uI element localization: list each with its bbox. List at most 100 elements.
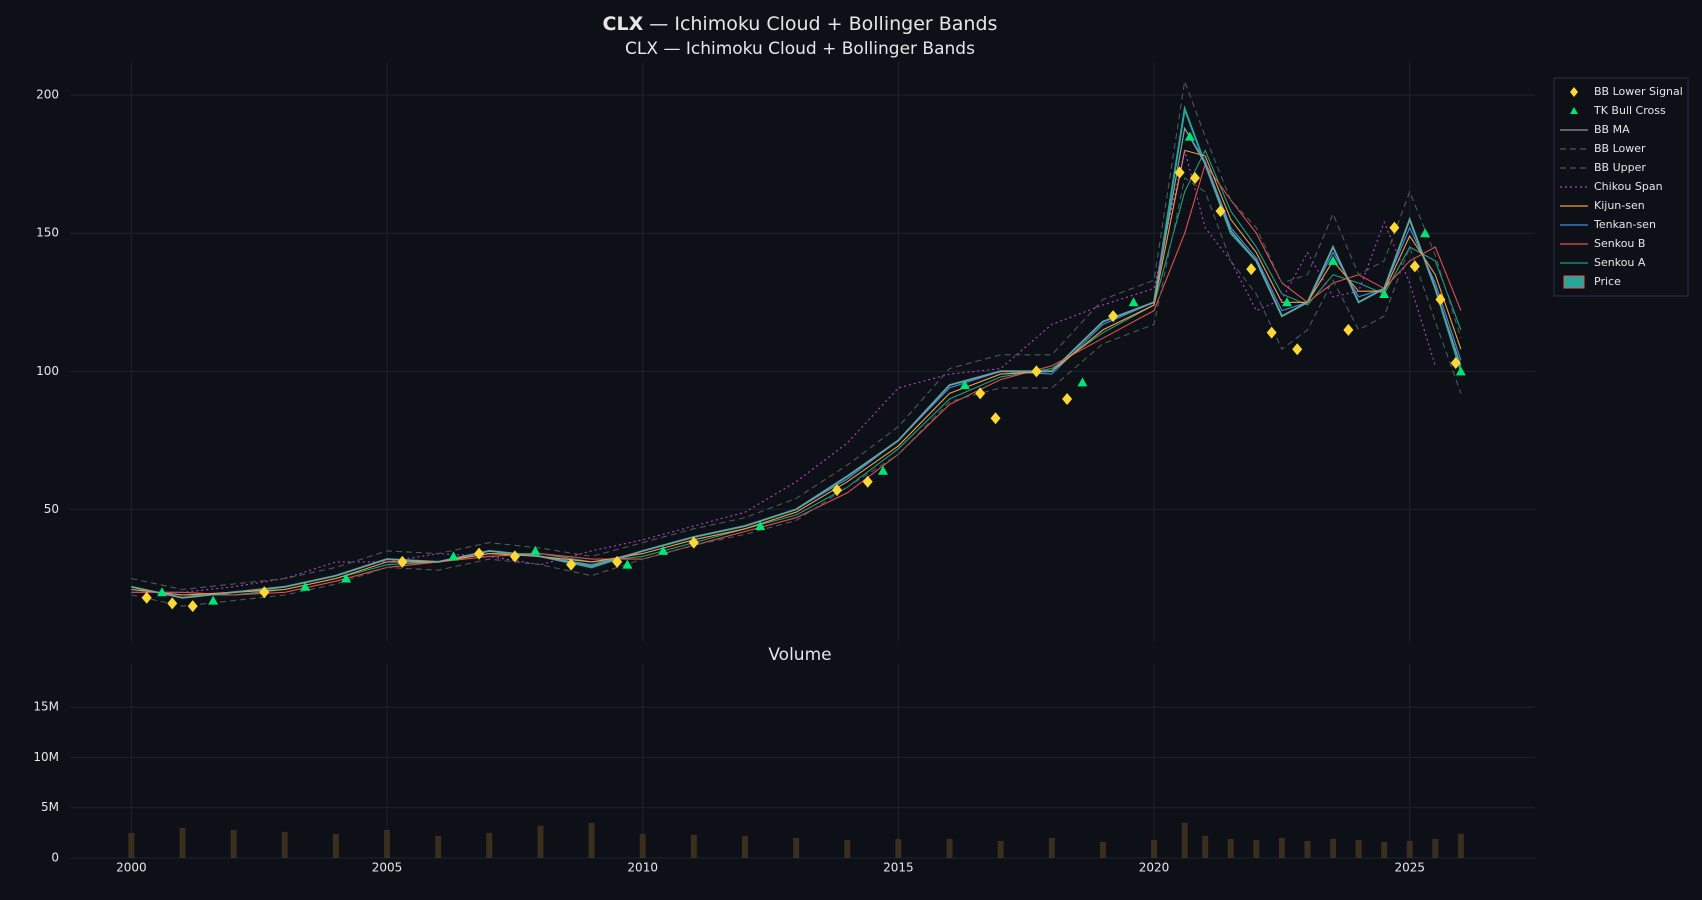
x-tick-label: 2015	[883, 861, 914, 875]
legend-symbol	[1563, 275, 1585, 289]
signal-triangle	[1455, 366, 1466, 376]
y-tick-label: 50	[44, 502, 59, 516]
x-tick-label: 2020	[1139, 861, 1170, 875]
legend-label: Tenkan-sen	[1593, 218, 1656, 231]
volume-bar	[1278, 837, 1285, 858]
signal-diamond	[1389, 221, 1400, 234]
signal-diamond	[1062, 392, 1073, 405]
legend: BB Lower Signal TK Bull Cross BB MA BB Lowe…	[1553, 77, 1689, 297]
legend-label: Chikou Span	[1594, 180, 1663, 193]
legend-label: Price	[1594, 275, 1621, 288]
signal-diamond	[1031, 365, 1042, 378]
signal-triangle	[959, 380, 970, 390]
y-tick-label: 0	[51, 851, 59, 865]
volume-bar	[384, 829, 391, 858]
volume-bar	[1227, 838, 1234, 858]
signal-diamond	[566, 558, 577, 571]
signal-diamond	[187, 600, 198, 613]
signal-diamond	[1435, 293, 1446, 306]
y-tick-label: 10M	[33, 750, 59, 764]
volume-bar	[639, 833, 646, 858]
signal-triangle	[341, 573, 352, 583]
series-line	[131, 150, 1436, 593]
signal-diamond	[141, 591, 152, 604]
volume-bar	[128, 832, 135, 858]
volume-bar	[844, 839, 851, 858]
signal-diamond	[1266, 326, 1277, 339]
volume-bar	[435, 835, 442, 858]
x-tick-label: 2025	[1394, 861, 1425, 875]
y-tick-label: 5M	[41, 800, 59, 814]
signal-triangle	[157, 587, 168, 597]
signal-diamond	[167, 597, 178, 610]
signal-diamond	[990, 412, 1001, 425]
signal-diamond	[509, 550, 520, 563]
legend-label: TK Bull Cross	[1593, 104, 1666, 117]
signal-diamond	[1292, 343, 1303, 356]
signal-diamond	[1409, 260, 1420, 273]
volume-bar	[946, 838, 953, 858]
signal-triangle	[1420, 228, 1431, 238]
signal-triangle	[1128, 297, 1139, 307]
signal-diamond	[1343, 323, 1354, 336]
x-tick-label: 2000	[116, 861, 147, 875]
volume-bar	[997, 840, 1004, 858]
signal-triangle	[658, 545, 669, 555]
signal-diamond	[975, 387, 986, 400]
volume-bar	[1355, 839, 1362, 858]
subplot-title: CLX — Ichimoku Cloud + Bollinger Bands	[625, 39, 975, 59]
volume-bar	[1099, 841, 1106, 858]
legend-label: BB Lower Signal	[1594, 85, 1683, 98]
signal-triangle	[300, 581, 311, 591]
page-title: CLX — Ichimoku Cloud + Bollinger Bands	[603, 13, 998, 35]
volume-bar	[1202, 835, 1209, 858]
volume-bar	[1432, 838, 1439, 858]
volume-bar	[895, 838, 902, 858]
volume-bar	[537, 825, 544, 858]
signal-diamond	[474, 547, 485, 560]
y-tick-label: 150	[36, 226, 59, 240]
signal-diamond	[832, 484, 843, 497]
signal-triangle	[448, 551, 459, 561]
volume-bar	[1406, 840, 1413, 858]
signal-diamond	[1174, 166, 1185, 179]
y-tick-label: 100	[36, 364, 59, 378]
signal-diamond	[259, 586, 270, 599]
volume-bar	[588, 822, 595, 858]
signal-diamond	[612, 555, 623, 568]
signal-triangle	[1379, 289, 1390, 298]
signal-triangle	[1184, 131, 1195, 141]
signal-triangle	[1328, 255, 1339, 265]
x-tick-label: 2010	[627, 861, 658, 875]
volume-bar	[1181, 822, 1188, 858]
signal-diamond	[1189, 172, 1200, 184]
signal-triangle	[530, 545, 541, 555]
legend-label: BB MA	[1594, 123, 1630, 136]
volume-bar	[332, 833, 339, 858]
ticker: CLX	[603, 13, 644, 35]
signal-triangle	[878, 465, 889, 475]
title-rest: — Ichimoku Cloud + Bollinger Bands	[649, 13, 997, 35]
volume-bar	[690, 834, 697, 858]
volume-bar	[1457, 833, 1464, 858]
series-line	[131, 177, 1462, 607]
volume-bar	[179, 827, 186, 858]
volume-bar	[1151, 839, 1158, 858]
signal-triangle	[755, 521, 766, 530]
legend-label: Senkou A	[1594, 256, 1646, 269]
volume-bar	[1253, 839, 1260, 858]
legend-label: Senkou B	[1594, 237, 1645, 250]
signal-diamond	[688, 536, 699, 549]
signal-diamond	[1108, 310, 1119, 323]
volume-bar	[1048, 837, 1055, 858]
volume-bar	[1381, 841, 1388, 858]
volume-bar	[230, 829, 237, 858]
signal-diamond	[862, 475, 873, 488]
legend-label: BB Upper	[1594, 161, 1646, 174]
volume-bar	[793, 837, 800, 858]
signal-triangle	[208, 595, 219, 605]
signal-triangle	[1281, 297, 1292, 307]
volume-bar	[1330, 838, 1337, 858]
